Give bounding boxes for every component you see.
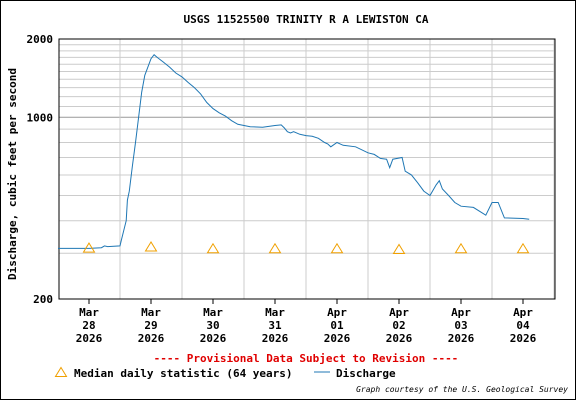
x-tick-label: 29: [144, 319, 157, 332]
y-tick-label: 2000: [27, 33, 54, 46]
legend: Median daily statistic (64 years) Discha…: [54, 366, 396, 380]
median-marker: [330, 242, 344, 254]
median-marker: [144, 241, 158, 252]
x-tick-label: 2026: [138, 332, 165, 345]
x-tick-label: 03: [454, 319, 467, 332]
x-tick-label: Apr: [389, 306, 409, 319]
x-tick-label: 2026: [324, 332, 351, 345]
x-tick-label: 01: [330, 319, 344, 332]
y-axis-label: Discharge, cubic feet per second: [6, 68, 19, 280]
x-tick-label: 04: [516, 319, 530, 332]
x-tick-label: Mar: [265, 306, 285, 319]
x-tick-label: Apr: [451, 306, 471, 319]
y-tick-label: 1000: [27, 111, 54, 124]
x-tick-label: Mar: [203, 306, 223, 319]
x-tick-label: 2026: [510, 332, 537, 345]
legend-discharge-label: Discharge: [336, 367, 396, 380]
median-marker: [392, 243, 406, 255]
y-axis-ticks: 200 1000 2000: [27, 33, 54, 306]
plot-area: [58, 38, 556, 300]
x-tick-label: 31: [268, 319, 282, 332]
x-tick-label: 2026: [386, 332, 413, 345]
x-tick-label: 2026: [76, 332, 103, 345]
x-tick-label: 28: [82, 319, 95, 332]
x-tick-label: Apr: [327, 306, 347, 319]
median-marker: [454, 242, 468, 254]
median-marker: [82, 242, 96, 253]
chart-title: USGS 11525500 TRINITY R A LEWISTON CA: [183, 13, 428, 26]
legend-median-label: Median daily statistic (64 years): [74, 367, 293, 380]
x-tick-label: Mar: [141, 306, 161, 319]
legend-triangle-icon: [54, 366, 68, 377]
credit-text: Graph courtesy of the U.S. Geological Su…: [356, 385, 568, 394]
x-tick-label: 2026: [448, 332, 475, 345]
median-marker: [516, 242, 530, 254]
x-tick-label: 30: [206, 319, 219, 332]
x-axis-ticks: Mar282026Mar292026Mar302026Mar312026Apr0…: [76, 299, 537, 345]
x-tick-label: Apr: [513, 306, 533, 319]
discharge-series-line: [58, 53, 530, 249]
median-markers: [82, 241, 530, 255]
grid: [59, 38, 555, 300]
x-tick-label: 2026: [262, 332, 289, 345]
median-marker: [206, 242, 220, 254]
y-tick-label: 200: [33, 293, 53, 306]
x-tick-label: Mar: [79, 306, 99, 319]
x-tick-label: 2026: [200, 332, 227, 345]
median-marker: [268, 242, 282, 254]
x-tick-label: 02: [392, 319, 405, 332]
provisional-note: ---- Provisional Data Subject to Revisio…: [154, 352, 459, 365]
